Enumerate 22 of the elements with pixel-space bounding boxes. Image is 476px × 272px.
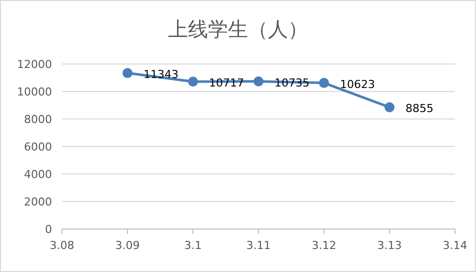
y-tick-label: 2000 xyxy=(24,196,52,208)
x-tick-label: 3.14 xyxy=(442,239,468,252)
x-tick-label: 3.11 xyxy=(246,239,271,252)
point xyxy=(384,102,394,112)
x-tick-label: 3.12 xyxy=(312,239,336,252)
y-tick-label: 10000 xyxy=(17,86,52,98)
x-tick-label: 3.13 xyxy=(377,239,402,252)
y-tick-label: 12000 xyxy=(17,58,52,71)
y-tick-label: 4000 xyxy=(24,168,52,181)
x-tick-label: 3.08 xyxy=(50,239,74,252)
data-label: 10623 xyxy=(340,78,375,91)
x-tick-label: 3.09 xyxy=(115,239,140,252)
chart-title: 上线学生（人） xyxy=(168,17,308,41)
x-tick-label: 3.1 xyxy=(184,239,202,252)
point xyxy=(319,78,329,88)
y-tick-label: 8000 xyxy=(24,113,52,126)
point xyxy=(122,68,132,78)
data-label: 8855 xyxy=(406,102,434,116)
point xyxy=(254,76,264,86)
y-tick-label: 6000 xyxy=(24,140,52,154)
point xyxy=(188,76,198,87)
y-tick-label: 0 xyxy=(45,223,52,236)
